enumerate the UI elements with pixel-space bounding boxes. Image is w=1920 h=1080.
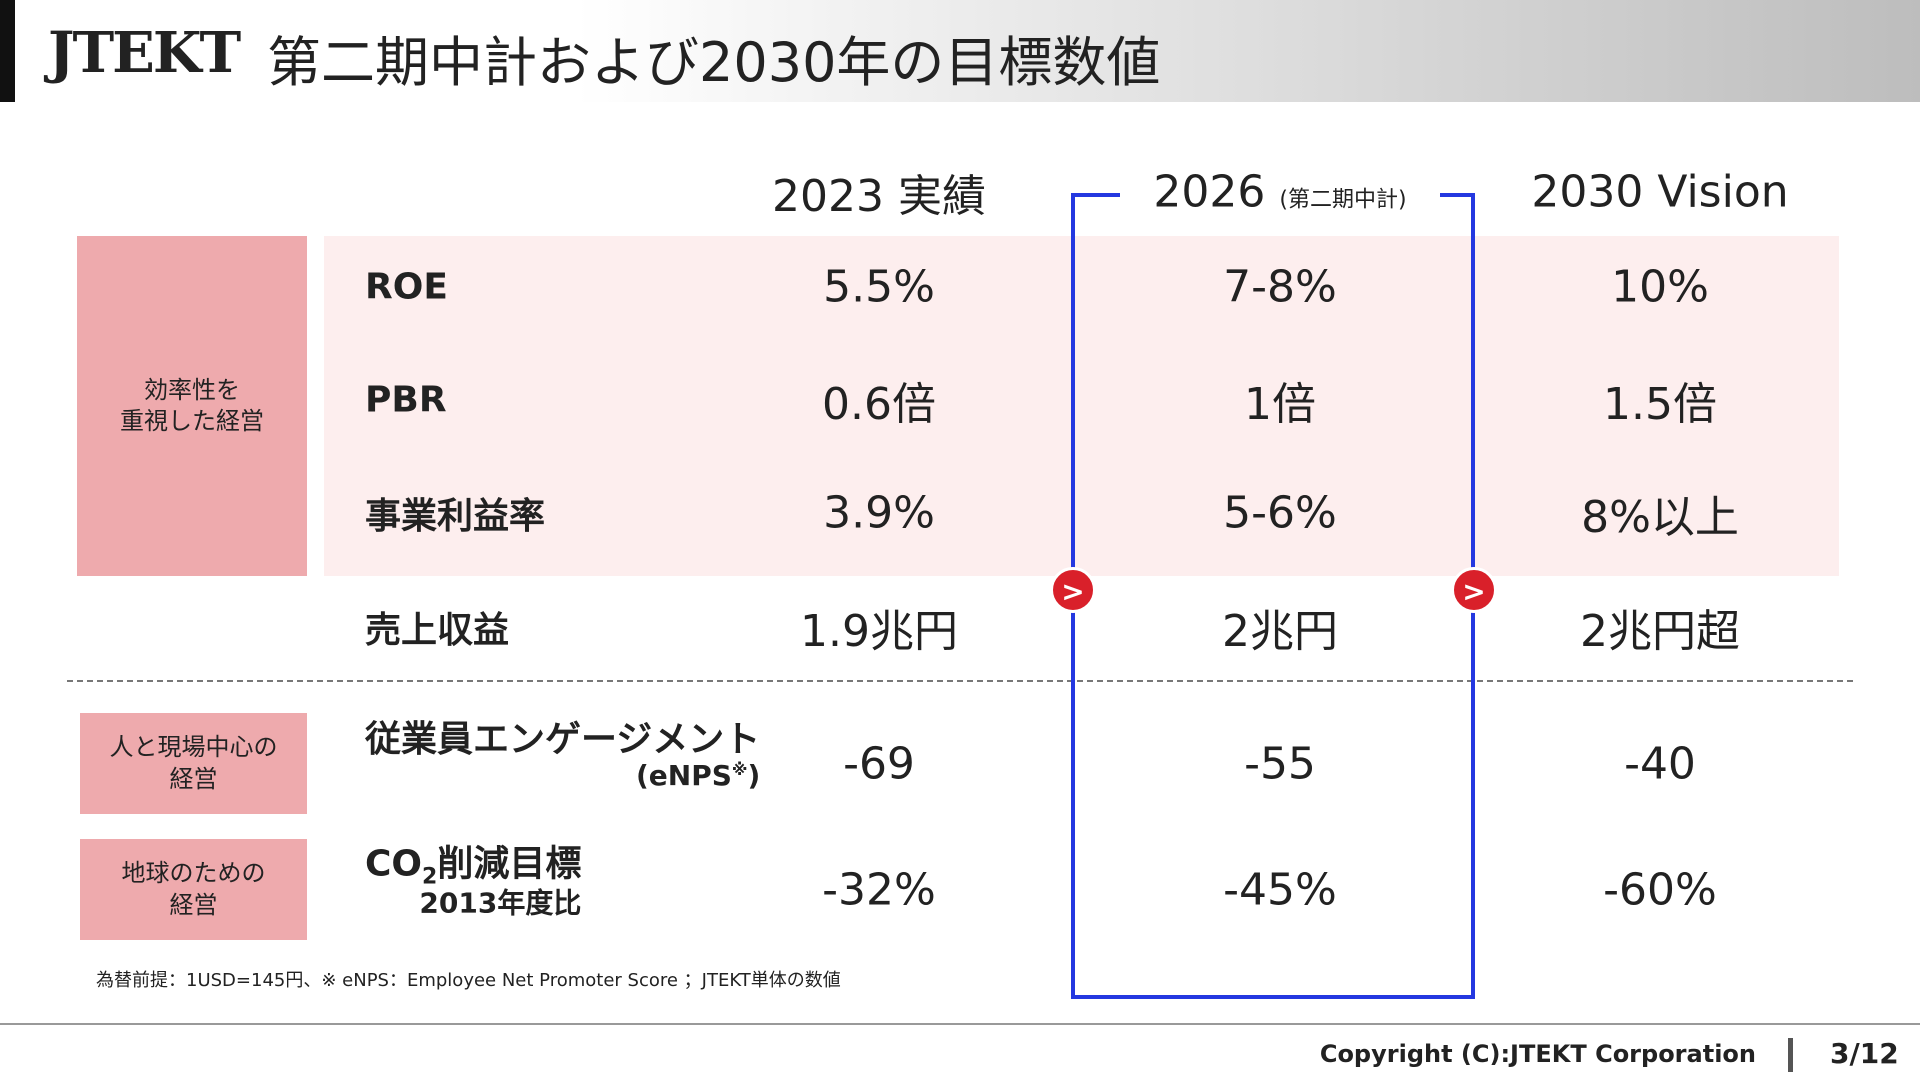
column-year: 2026 <box>1153 166 1266 218</box>
row-label: 事業利益率 <box>365 487 545 539</box>
column-header: 2030 Vision <box>1531 166 1789 218</box>
cell-value: -40 <box>1624 738 1696 790</box>
subscript: 2 <box>422 864 438 890</box>
row-label-text: PBR <box>365 379 447 421</box>
row-label: PBR <box>365 380 447 421</box>
header-bar <box>0 0 1920 102</box>
title: 第二期中計および2030年の目標数値 <box>267 31 1161 94</box>
cell-value: 1.9兆円 <box>800 606 958 657</box>
cell-value: -69 <box>843 738 915 790</box>
header-accent <box>0 0 15 102</box>
cell-value: 5-6% <box>1223 487 1337 539</box>
column-header: 2023 実績 <box>772 171 986 222</box>
footer-separator <box>1788 1038 1793 1072</box>
column-note: (第二期中計) <box>1279 187 1407 213</box>
sublabel-text: (eNPS <box>636 759 732 793</box>
highlight-band <box>324 236 1839 576</box>
row-sublabel: (eNPS※) <box>365 759 761 793</box>
cell-value: 8%以上 <box>1581 492 1739 543</box>
cell-value: 10% <box>1611 261 1709 313</box>
arrow-icon: > <box>1050 567 1096 613</box>
highlight-frame <box>1071 193 1475 999</box>
cell-value: -32% <box>822 864 936 916</box>
cell-value: -60% <box>1603 864 1717 916</box>
cell-value: -45% <box>1223 864 1337 916</box>
cell-value: 3.9% <box>823 487 935 539</box>
page-number: 3/12 <box>1830 1037 1899 1070</box>
footnote: 為替前提：1USD=145円、※ eNPS：Employee Net Promo… <box>96 970 841 991</box>
footer-line <box>0 1023 1920 1025</box>
row-label-text: ROE <box>365 266 448 308</box>
column-header: 2026 (第二期中計) <box>1070 167 1490 218</box>
logo: JTEKT <box>48 20 241 86</box>
row-label-text: CO <box>365 843 423 885</box>
cell-value: -55 <box>1244 738 1316 790</box>
group-label: 人と現場中心の 経営 <box>80 713 307 814</box>
cell-value: 1倍 <box>1244 379 1316 430</box>
cell-value: 2兆円 <box>1222 606 1338 657</box>
cell-value: 2兆円超 <box>1580 606 1740 657</box>
arrow-icon: > <box>1451 567 1497 613</box>
group-label: 効率性を 重視した経営 <box>77 236 307 576</box>
row-label: 従業員エンゲージメント (eNPS※) <box>365 710 760 790</box>
row-label-text: 売上収益 <box>365 610 510 651</box>
cell-value: 1.5倍 <box>1603 379 1717 430</box>
copyright: Copyright (C):JTEKT Corporation <box>1319 1040 1756 1068</box>
row-sublabel: 2013年度比 <box>365 886 582 920</box>
cell-value: 0.6倍 <box>822 379 936 430</box>
cell-value: 7-8% <box>1223 261 1337 313</box>
sublabel-text: ) <box>747 759 761 793</box>
row-label: 売上収益 <box>365 601 509 653</box>
sublabel-text: 2013年度比 <box>419 886 582 920</box>
group-label: 地球のための 経営 <box>80 839 307 940</box>
row-label-text: 事業利益率 <box>365 496 546 537</box>
row-label: CO2削減目標 2013年度比 <box>365 834 581 917</box>
cell-value: 5.5% <box>823 261 935 313</box>
row-label-text: 削減目標 <box>437 843 582 885</box>
row-label-text: 従業員エンゲージメント <box>365 718 761 760</box>
row-label: ROE <box>365 267 448 308</box>
superscript: ※ <box>731 759 748 779</box>
divider <box>67 680 1853 682</box>
